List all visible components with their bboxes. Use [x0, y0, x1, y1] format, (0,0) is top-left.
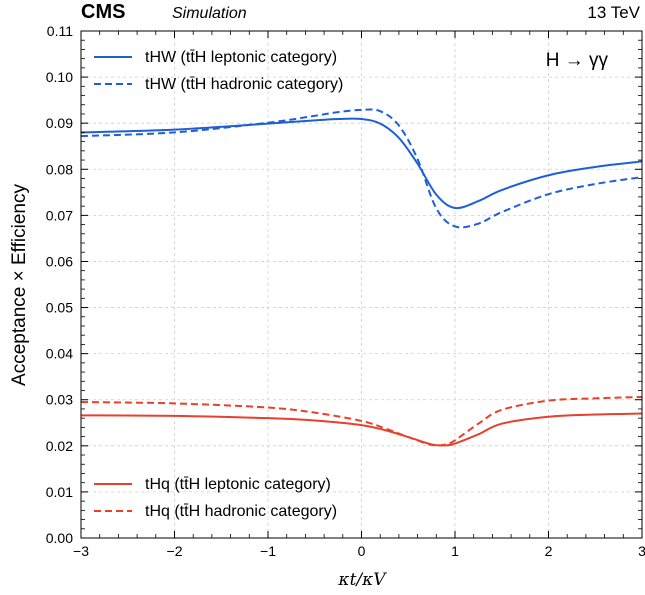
energy-label: 13 TeV: [587, 3, 640, 22]
x-tick-label: 3: [638, 543, 645, 559]
y-tick-label: 0.10: [46, 69, 73, 85]
x-axis-label: κt/κV: [337, 570, 387, 590]
legend-bottom: tHq (tt̄H leptonic category) tHq (tt̄H ha…: [94, 476, 337, 520]
thw-leptonic-line: [80, 117, 643, 210]
y-tick-label: 0.07: [46, 207, 73, 223]
y-tick-label: 0.08: [46, 161, 73, 177]
y-tick-label: 0.05: [46, 300, 73, 316]
experiment-label: CMS: [81, 1, 125, 23]
y-axis-label: Acceptance × Efficiency: [9, 184, 30, 386]
legend-top: tHW (tt̄H leptonic category) tHW (tt̄H ha…: [94, 49, 343, 93]
y-tick-label: 0.02: [46, 438, 73, 454]
axis-ticks: [80, 30, 643, 539]
legend-entry: tHW (tt̄H hadronic category): [145, 76, 343, 93]
simulation-tag: Simulation: [172, 5, 247, 22]
series-lines: [80, 108, 643, 447]
legend-entry: tHq (tt̄H leptonic category): [145, 476, 331, 493]
x-tick-label: −3: [73, 543, 89, 559]
grid: [80, 31, 643, 538]
legend-entry: tHW (tt̄H leptonic category): [145, 49, 337, 66]
x-tick-label: −1: [260, 543, 276, 559]
y-tick-label: 0.11: [47, 23, 73, 39]
x-tick-label: 2: [545, 543, 553, 559]
y-tick-label: 0.04: [46, 346, 73, 362]
x-tick-label: 1: [451, 543, 459, 559]
legend-entry: tHq (tt̄H hadronic category): [145, 503, 337, 520]
process-label: H → γγ: [546, 50, 609, 71]
y-tick-label: 0.06: [46, 253, 73, 269]
y-tick-label: 0.01: [46, 484, 73, 500]
y-tick-label: 0.00: [46, 530, 73, 546]
y-tick-label: 0.03: [46, 392, 73, 408]
y-tick-label: 0.09: [46, 115, 73, 131]
thq-hadronic-line: [80, 395, 643, 447]
tick-labels: −3 −2 −1 0 1 2 3 0.00 0.01 0.02 0.03 0.04 0.05 0.06 0.…: [46, 23, 645, 559]
thw-hadronic-line: [80, 108, 643, 229]
x-tick-label: 0: [358, 543, 366, 559]
x-tick-label: −2: [167, 543, 183, 559]
